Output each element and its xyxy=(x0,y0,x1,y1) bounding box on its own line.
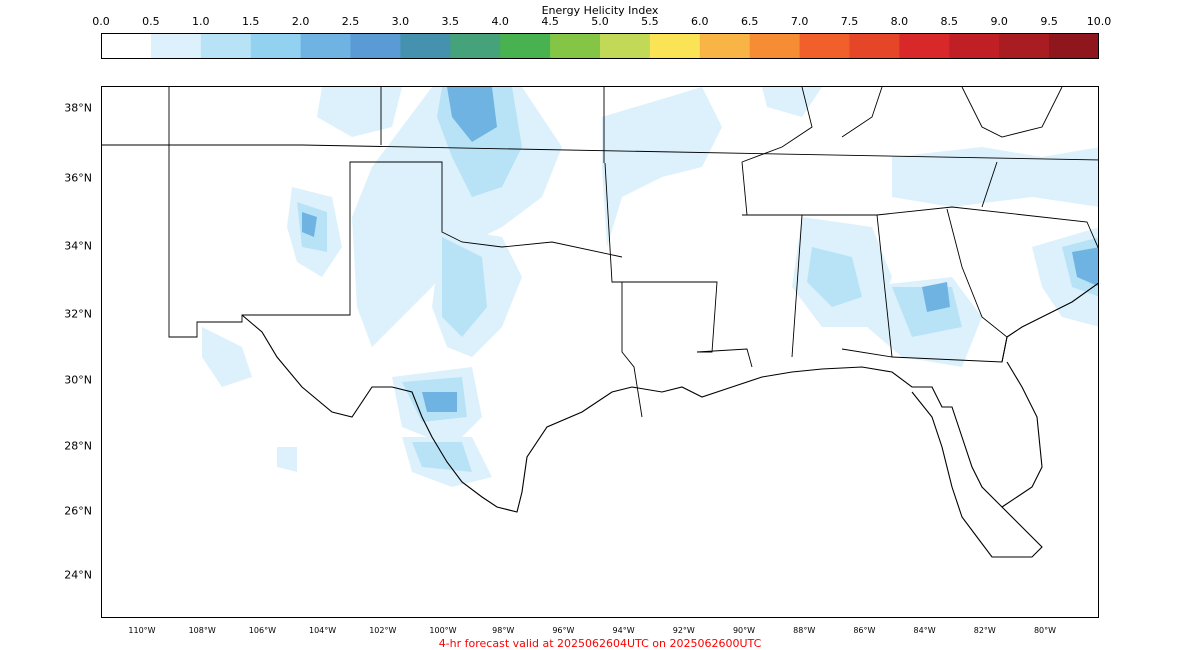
colorbar-segment xyxy=(1049,33,1099,59)
colorbar-tick-label: 2.0 xyxy=(291,15,310,28)
coastline xyxy=(241,282,1098,558)
colorbar-segment xyxy=(250,33,302,59)
colorbar-tick-label: 8.0 xyxy=(890,15,909,28)
longitude-label: 88°W xyxy=(793,626,816,635)
ehi-contour-area xyxy=(807,247,862,307)
colorbar-segment xyxy=(899,33,950,59)
colorbar-segment xyxy=(150,33,202,59)
latitude-label: 34°N xyxy=(64,239,92,253)
ehi-contour-area xyxy=(1072,247,1098,287)
map-panel[interactable] xyxy=(101,86,1099,618)
latitude-label: 38°N xyxy=(64,101,92,115)
colorbar-tick-label: 0.0 xyxy=(92,15,110,28)
colorbar-tick-label: 6.5 xyxy=(740,15,759,28)
colorbar-segment xyxy=(300,33,351,59)
colorbar xyxy=(101,33,1099,59)
longitude-label: 82°W xyxy=(973,626,996,635)
colorbar-segment xyxy=(600,33,651,59)
colorbar-tick-label: 9.5 xyxy=(1040,15,1058,28)
longitude-label: 106°W xyxy=(248,626,276,635)
colorbar-tick-label: 4.5 xyxy=(541,15,559,28)
colorbar-segment xyxy=(699,33,751,59)
latitude-label: 28°N xyxy=(64,439,92,453)
colorbar-tick-label: 5.5 xyxy=(641,15,659,28)
colorbar-tick-label: 4.0 xyxy=(491,15,509,28)
longitude-label: 80°W xyxy=(1033,626,1057,635)
colorbar-tick-label: 8.5 xyxy=(940,15,959,28)
colorbar-tick-label: 6.0 xyxy=(691,15,709,28)
colorbar-segment xyxy=(999,33,1050,59)
ehi-contour-area xyxy=(602,87,722,247)
colorbar-segment xyxy=(101,33,152,59)
longitude-label: 100°W xyxy=(429,626,457,635)
ehi-contour-area xyxy=(422,392,457,412)
colorbar-segment xyxy=(749,33,801,59)
longitude-label: 96°W xyxy=(552,626,575,635)
map-canvas xyxy=(102,87,1098,558)
longitude-label: 84°W xyxy=(913,626,936,635)
state-boundaries xyxy=(102,87,1098,418)
colorbar-segment xyxy=(799,33,850,59)
colorbar-tick-label: 3.5 xyxy=(441,15,460,28)
colorbar-segment xyxy=(949,33,1000,59)
latitude-label: 30°N xyxy=(64,373,92,387)
colorbar-segment xyxy=(500,33,551,59)
longitude-label: 104°W xyxy=(309,626,337,635)
colorbar-tick-label: 1.5 xyxy=(241,15,260,28)
colorbar-title: Energy Helicity Index xyxy=(541,4,659,17)
longitude-label: 90°W xyxy=(732,626,756,635)
colorbar-segment xyxy=(849,33,900,59)
ehi-contour-area xyxy=(447,87,497,142)
ehi-contour-area xyxy=(317,87,402,137)
colorbar-tick-label: 5.0 xyxy=(591,15,609,28)
ehi-contour-area xyxy=(892,147,1098,207)
colorbar-segment xyxy=(400,33,451,59)
ehi-contour-area xyxy=(277,447,297,472)
latitude-label: 26°N xyxy=(64,504,92,518)
latitude-label: 32°N xyxy=(64,307,92,321)
colorbar-segment xyxy=(649,33,701,59)
longitude-label: 108°W xyxy=(188,626,216,635)
colorbar-segment xyxy=(350,33,401,59)
latitude-label: 24°N xyxy=(64,568,92,582)
longitude-label: 92°W xyxy=(672,626,695,635)
colorbar-border xyxy=(101,33,1099,59)
ehi-contours xyxy=(202,87,1098,487)
longitude-label: 110°W xyxy=(128,626,156,635)
longitude-label: 86°W xyxy=(853,626,876,635)
ehi-contour-area xyxy=(762,87,822,117)
colorbar-tick-label: 2.5 xyxy=(341,15,360,28)
colorbar-tick-label: 7.0 xyxy=(790,15,809,28)
forecast-valid-caption: 4-hr forecast valid at 2025062604UTC on … xyxy=(438,637,762,650)
colorbar-tick-label: 0.5 xyxy=(142,15,160,28)
colorbar-tick-label: 3.0 xyxy=(391,15,410,28)
colorbar-tick-label: 9.0 xyxy=(990,15,1008,28)
longitude-label: 98°W xyxy=(492,626,515,635)
colorbar-segment xyxy=(550,33,601,59)
colorbar-segment xyxy=(450,33,501,59)
ehi-contour-area xyxy=(202,327,252,387)
ehi-contour-area xyxy=(442,237,487,337)
latitude-label: 36°N xyxy=(64,171,92,185)
ehi-contour-area xyxy=(412,442,472,472)
colorbar-tick-label: 1.0 xyxy=(192,15,210,28)
colorbar-tick-label: 7.5 xyxy=(840,15,859,28)
ehi-contour-area xyxy=(302,212,317,237)
longitude-label: 94°W xyxy=(612,626,635,635)
longitude-label: 102°W xyxy=(369,626,397,635)
colorbar-segment xyxy=(200,33,252,59)
ehi-contour-area xyxy=(922,282,950,312)
colorbar-tick-label: 10.0 xyxy=(1086,15,1112,28)
